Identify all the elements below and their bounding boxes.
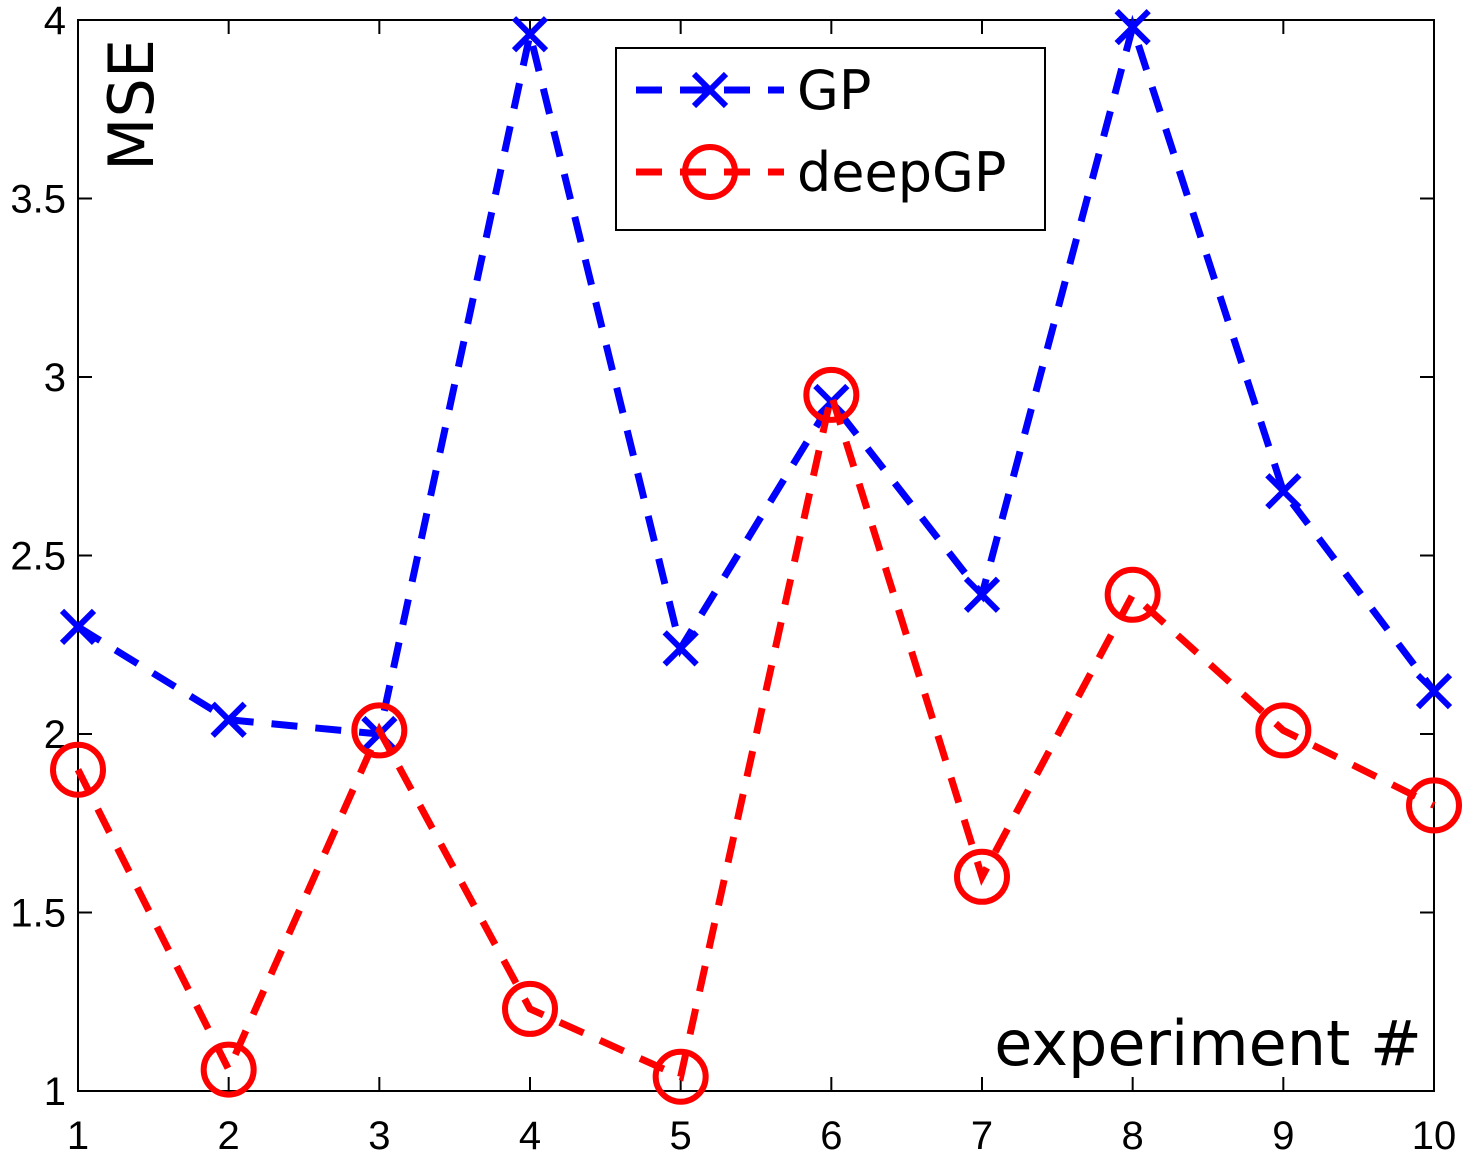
y-axis-title: MSE xyxy=(95,39,168,171)
data-point-deepgp xyxy=(1406,777,1462,834)
x-tick-label: 6 xyxy=(820,1114,842,1153)
data-point-gp-stroke-b xyxy=(1114,9,1151,46)
y-tick-label: 3 xyxy=(44,356,66,400)
x-axis-title: experiment # xyxy=(994,1007,1422,1080)
x-tick-label: 9 xyxy=(1272,1114,1294,1153)
data-point-gp xyxy=(1265,473,1302,510)
data-point-deepgp xyxy=(200,1041,257,1098)
legend-item-deepgp: deepGP xyxy=(636,141,1006,204)
data-point-gp-stroke-b xyxy=(662,630,699,667)
data-point-gp-stroke-b xyxy=(511,16,549,53)
axis-tick-labels: 1 2 3 4 5 6 7 8 9 10 1 1.5 2 2.5 3 3.5 4 xyxy=(10,0,1456,1153)
y-tick-label: 3.5 xyxy=(10,178,66,222)
legend-items: GP deepGP xyxy=(636,59,1006,204)
data-point-deepgp xyxy=(502,980,558,1037)
data-point-deepgp xyxy=(351,702,408,759)
data-point-deepgp xyxy=(652,1048,709,1105)
data-point-gp-stroke-b xyxy=(963,576,1001,613)
legend-label-gp: GP xyxy=(797,59,871,122)
legend-marker-gp-stroke-b xyxy=(691,71,729,109)
data-point-gp xyxy=(59,608,97,646)
data-point-gp-stroke-b xyxy=(210,701,247,738)
x-tick-label: 3 xyxy=(368,1114,390,1153)
data-point-deepgp xyxy=(1104,566,1161,623)
legend-label-deepgp: deepGP xyxy=(797,141,1006,204)
y-tick-label: 1 xyxy=(44,1070,66,1114)
x-tick-label: 2 xyxy=(218,1114,240,1153)
data-point-gp xyxy=(1415,673,1453,710)
data-point-gp xyxy=(1114,9,1151,46)
legend-marker-deepgp xyxy=(682,144,738,200)
legend: GP deepGP xyxy=(615,47,1046,231)
x-tick-label: 10 xyxy=(1412,1114,1457,1153)
data-point-gp xyxy=(963,576,1001,613)
series-layer xyxy=(50,9,1462,1105)
x-tick-label: 7 xyxy=(971,1114,993,1153)
series-line-gp xyxy=(76,14,1437,738)
data-point-deepgp xyxy=(1255,702,1312,759)
x-tick-label: 1 xyxy=(67,1114,89,1153)
data-point-deepgp xyxy=(954,848,1010,905)
axis-ticks xyxy=(77,19,1435,1092)
y-tick-label: 2 xyxy=(44,713,66,757)
data-point-gp xyxy=(511,16,549,53)
data-point-gp-stroke-b xyxy=(1265,473,1302,510)
y-tick-label: 2.5 xyxy=(10,535,66,579)
y-tick-label: 4 xyxy=(44,0,66,43)
data-point-gp-stroke-b xyxy=(1415,673,1453,710)
x-tick-label: 4 xyxy=(519,1114,541,1153)
data-point-gp xyxy=(210,701,247,738)
x-tick-label: 8 xyxy=(1122,1114,1144,1153)
series-deepgp xyxy=(50,366,1462,1105)
data-point-gp-stroke-b xyxy=(59,608,97,646)
legend-marker-gp xyxy=(691,71,729,109)
x-tick-label: 5 xyxy=(670,1114,692,1153)
legend-item-gp: GP xyxy=(636,59,871,122)
data-point-deepgp xyxy=(50,741,106,798)
legend-box xyxy=(615,47,1046,231)
y-tick-label: 1.5 xyxy=(10,892,66,936)
data-point-gp xyxy=(662,630,699,667)
data-point-deepgp xyxy=(803,366,860,423)
